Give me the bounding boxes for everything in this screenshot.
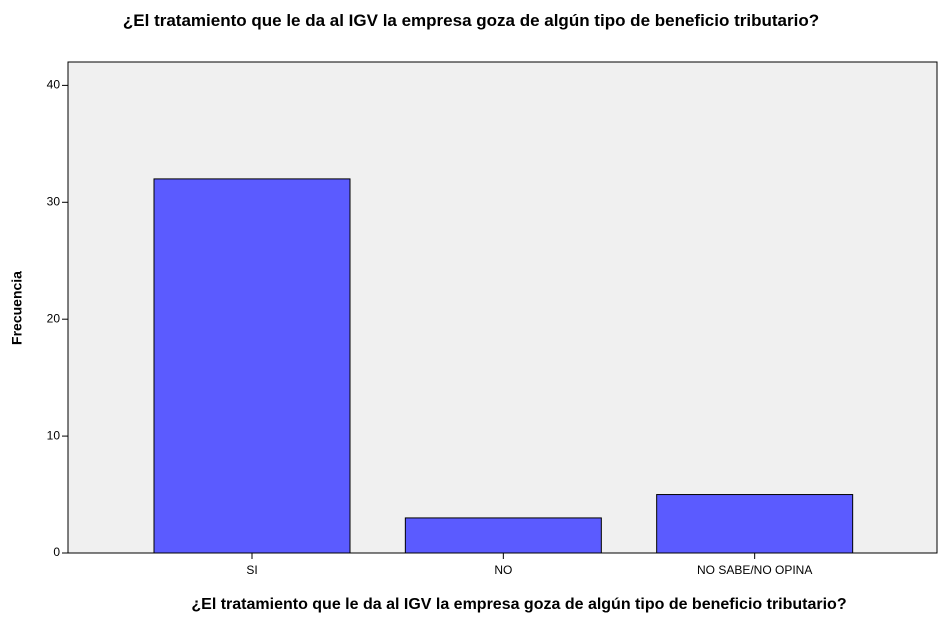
y-tick-label: 10	[47, 428, 61, 442]
chart-title: ¿El tratamiento que le da al IGV la empr…	[122, 11, 820, 30]
x-axis-label: ¿El tratamiento que le da al IGV la empr…	[191, 596, 847, 613]
y-axis-label: Frecuencia	[9, 271, 25, 345]
y-tick-label: 0	[53, 545, 60, 559]
x-tick-label: NO	[494, 563, 512, 577]
x-tick-label: SI	[246, 563, 257, 577]
y-tick-label: 20	[47, 311, 61, 325]
x-tick-label: NO SABE/NO OPINA	[697, 563, 812, 577]
bar	[656, 494, 854, 554]
y-tick-label: 40	[47, 78, 61, 92]
y-tick-label: 30	[47, 194, 61, 208]
bar	[153, 178, 351, 554]
bar	[404, 517, 602, 554]
